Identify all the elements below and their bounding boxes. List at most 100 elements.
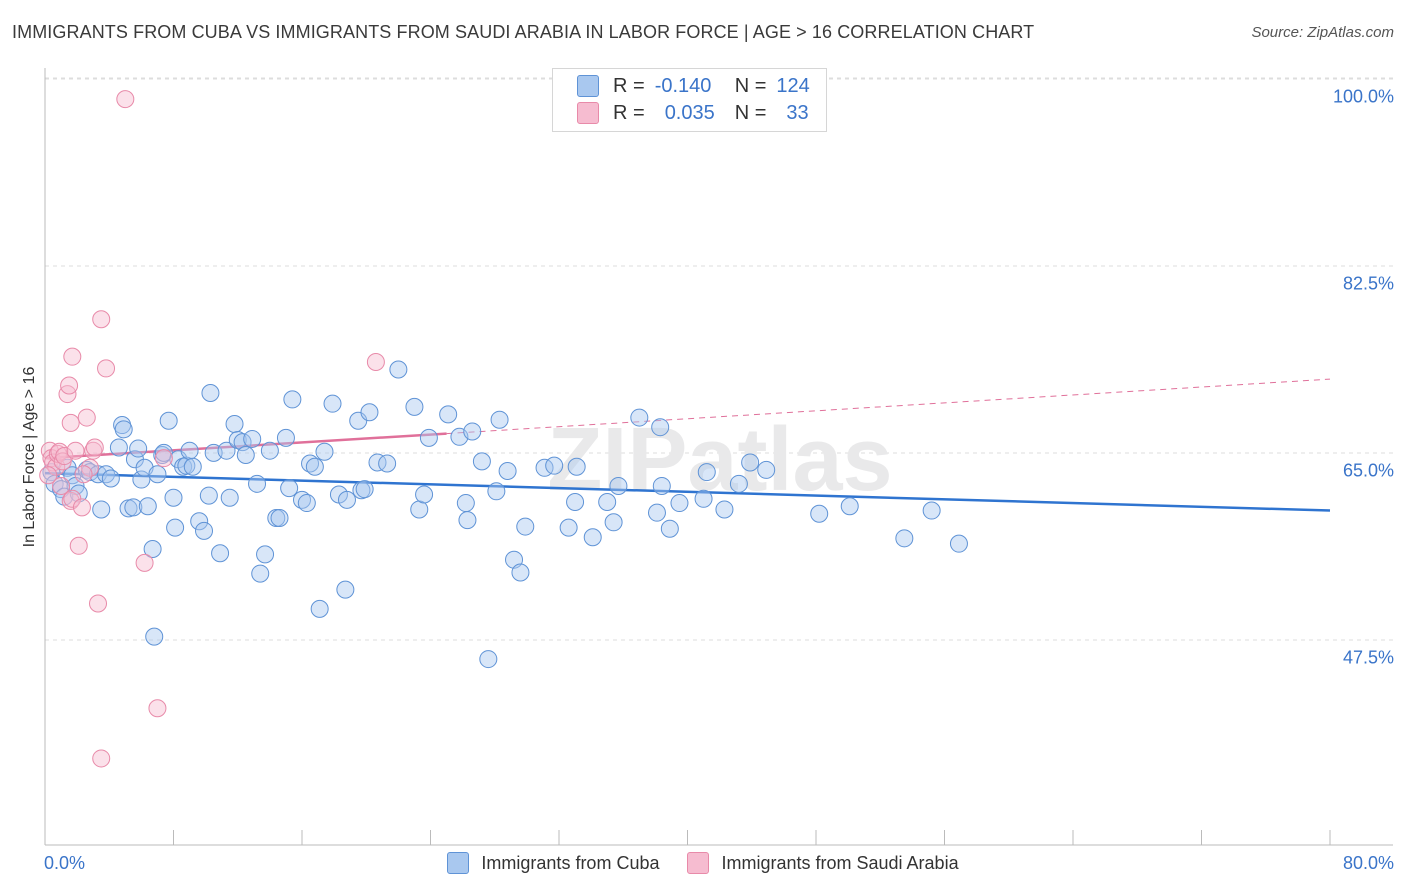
data-point-cuba	[410, 500, 429, 519]
data-point-cuba	[101, 469, 120, 488]
data-point-cuba	[129, 439, 148, 458]
data-point-cuba	[378, 454, 397, 473]
x-tick-min: 0.0%	[44, 853, 86, 873]
data-point-cuba	[220, 488, 239, 507]
data-point-cuba	[159, 411, 178, 430]
n-value: 124	[776, 74, 810, 97]
data-point-cuba	[840, 497, 859, 516]
data-point-saudi	[154, 449, 173, 468]
y-tick-label: 65.0%	[1342, 460, 1394, 481]
trend-line-cuba	[44, 471, 1331, 512]
data-point-cuba	[949, 534, 968, 553]
saudi-swatch	[687, 852, 710, 874]
data-point-cuba	[337, 490, 356, 509]
data-point-saudi	[52, 476, 71, 495]
data-point-cuba	[368, 453, 387, 472]
data-point-cuba	[355, 480, 374, 499]
data-point-cuba	[439, 405, 458, 424]
data-point-cuba	[487, 482, 506, 501]
data-point-saudi	[366, 353, 385, 372]
data-point-saudi	[60, 376, 79, 395]
legend-item-saudi: Immigrants from Saudi Arabia	[687, 852, 959, 874]
data-point-cuba	[164, 488, 183, 507]
n-label: N =	[734, 101, 767, 124]
data-point-cuba	[305, 457, 324, 476]
data-point-cuba	[243, 429, 262, 448]
data-point-cuba	[490, 410, 509, 429]
data-point-cuba	[715, 500, 734, 519]
gridlines	[45, 77, 1393, 641]
data-point-cuba	[545, 456, 564, 475]
data-point-cuba	[389, 360, 408, 379]
data-point-cuba	[729, 474, 748, 493]
data-point-cuba	[236, 445, 255, 464]
n-value: 33	[786, 101, 809, 124]
data-point-cuba	[652, 476, 671, 495]
data-point-cuba	[143, 540, 162, 559]
data-point-cuba	[360, 403, 379, 422]
data-point-cuba	[472, 452, 491, 471]
data-point-cuba	[293, 490, 311, 509]
data-point-cuba	[315, 442, 334, 461]
data-point-cuba	[651, 418, 670, 437]
cuba-swatch	[577, 75, 599, 97]
data-point-cuba	[567, 457, 586, 476]
data-point-cuba	[260, 441, 279, 460]
data-point-cuba	[180, 441, 199, 460]
data-point-cuba	[660, 519, 679, 538]
data-point-saudi	[69, 536, 88, 555]
y-tick-label: 100.0%	[1332, 86, 1394, 107]
data-point-cuba	[276, 428, 295, 447]
data-point-cuba	[511, 563, 530, 582]
data-point-saudi	[55, 447, 74, 466]
data-point-saudi	[80, 458, 99, 477]
data-point-saudi	[148, 699, 167, 718]
data-point-cuba	[177, 456, 196, 475]
data-points	[39, 90, 968, 768]
data-point-cuba	[609, 476, 628, 495]
watermark: ZIPatlas	[547, 410, 892, 510]
data-point-saudi	[72, 498, 91, 517]
data-point-saudi	[77, 408, 96, 427]
data-point-cuba	[458, 511, 477, 530]
legend-row-saudi: R = 0.035 N = 33	[577, 101, 809, 125]
data-point-cuba	[109, 438, 128, 457]
data-point-cuba	[419, 428, 438, 447]
r-label: R =	[613, 74, 645, 97]
n-label: N =	[734, 74, 767, 97]
axes	[44, 68, 1393, 846]
data-point-cuba	[145, 627, 164, 646]
y-tick-label: 47.5%	[1342, 647, 1394, 668]
y-tick-label: 82.5%	[1342, 273, 1394, 294]
data-point-cuba	[598, 492, 617, 511]
data-point-cuba	[895, 529, 914, 548]
legend-row-cuba: R = -0.140 N = 124	[577, 74, 810, 98]
data-point-cuba	[256, 545, 275, 564]
data-point-cuba	[566, 492, 585, 511]
trend-lines	[44, 378, 1331, 512]
data-point-cuba	[195, 521, 214, 540]
data-point-saudi	[63, 347, 82, 366]
r-label: R =	[613, 101, 645, 124]
data-point-cuba	[148, 465, 167, 484]
data-point-cuba	[463, 422, 482, 441]
data-point-cuba	[217, 441, 236, 460]
data-point-cuba	[583, 528, 602, 547]
data-point-cuba	[280, 479, 299, 498]
data-point-cuba	[183, 457, 202, 476]
data-point-cuba	[757, 460, 776, 479]
data-point-saudi	[116, 90, 135, 109]
data-point-cuba	[199, 486, 218, 505]
data-point-cuba	[132, 470, 151, 489]
data-point-saudi	[97, 359, 116, 378]
data-point-cuba	[323, 394, 342, 413]
data-point-cuba	[270, 509, 289, 528]
legend-item-cuba: Immigrants from Cuba	[447, 852, 659, 874]
x-tick-max: 80.0%	[1342, 853, 1394, 873]
data-point-cuba	[190, 512, 209, 531]
data-point-cuba	[124, 498, 143, 517]
data-point-cuba	[415, 485, 434, 504]
data-point-cuba	[297, 494, 316, 513]
r-value: 0.035	[664, 101, 715, 124]
